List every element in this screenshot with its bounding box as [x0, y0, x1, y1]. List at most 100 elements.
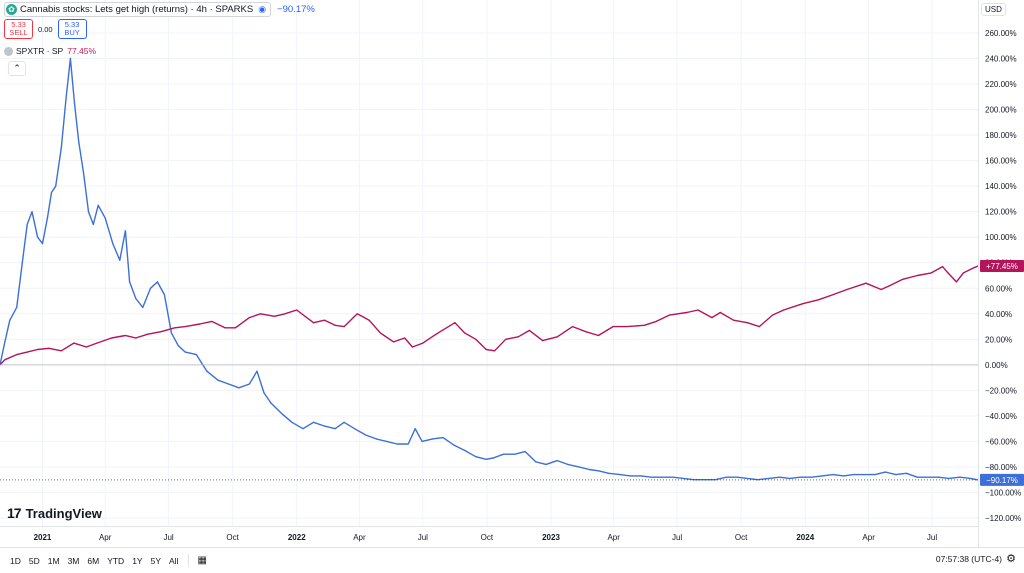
- currency-selector[interactable]: USD: [981, 3, 1006, 16]
- cannabis-data-point: [206, 370, 208, 372]
- spx-data-point: [284, 313, 286, 315]
- cannabis-series-line[interactable]: [0, 57, 979, 481]
- cannabis-data-point: [421, 440, 423, 443]
- cannabis-data-point: [365, 434, 367, 436]
- cannabis-data-point: [757, 479, 759, 481]
- cannabis-data-point: [414, 428, 416, 430]
- spx-data-point: [26, 351, 28, 353]
- spx-data-point: [73, 342, 75, 344]
- cannabis-data-point: [608, 472, 610, 474]
- y-tick-label: 40.00%: [985, 310, 1012, 319]
- cannabis-data-point: [256, 370, 258, 372]
- cannabis-data-point: [195, 354, 198, 356]
- spx-data-point: [556, 336, 558, 338]
- cannabis-data-point: [927, 476, 929, 478]
- cannabis-leaf-icon: ✿: [6, 4, 17, 15]
- spx-data-point: [973, 267, 975, 269]
- cannabis-data-point: [969, 477, 971, 480]
- sell-button[interactable]: 5.33 SELL: [4, 19, 33, 39]
- period-button-6m[interactable]: 6M: [87, 555, 100, 566]
- cannabis-data-point: [948, 477, 950, 480]
- cannabis-data-point: [149, 287, 152, 289]
- y-tick-label: 0.00%: [985, 361, 1008, 370]
- cannabis-data-point: [832, 474, 834, 476]
- legend-title-box[interactable]: ✿ Cannabis stocks: Lets get high (return…: [4, 2, 272, 17]
- x-tick-label: Jul: [163, 533, 173, 542]
- gear-icon[interactable]: ⚙: [1006, 553, 1016, 565]
- chart-plot[interactable]: [0, 0, 979, 526]
- spx-data-point: [16, 354, 18, 356]
- x-tick-label: Apr: [607, 533, 620, 542]
- cannabis-last-badge: −90.17%: [986, 476, 1018, 485]
- time-scale[interactable]: 2021 Apr Jul Oct 2022 Apr Jul Oct 2023 Apr Jul Oct 2…: [0, 526, 978, 548]
- cannabis-data-point: [503, 453, 505, 455]
- buy-price: 5.33: [64, 19, 80, 29]
- spx-data-point: [880, 288, 882, 291]
- time-scale-svg: 2021 Apr Jul Oct 2022 Apr Jul Oct 2023 Apr Jul Oct 2…: [34, 533, 938, 542]
- cannabis-data-point: [725, 476, 728, 478]
- spx-data-point: [411, 346, 413, 348]
- main-series-legend[interactable]: ✿ Cannabis stocks: Lets get high (return…: [4, 2, 315, 17]
- period-button-1d[interactable]: 1D: [10, 555, 21, 566]
- spread-value: 0.00: [38, 24, 53, 34]
- tradingview-logo[interactable]: 17 TradingView: [7, 505, 102, 521]
- period-button-all[interactable]: All: [169, 555, 179, 566]
- spx-data-point: [135, 337, 137, 339]
- cannabis-data-point: [37, 236, 39, 238]
- price-scale[interactable]: 260.00% 240.00% 220.00% 200.00% 180.00% 160.0…: [978, 0, 1024, 547]
- spx-series-line[interactable]: [0, 265, 979, 366]
- cannabis-data-point: [386, 440, 388, 443]
- spx-data-point: [585, 331, 587, 333]
- grid-layer: [0, 0, 978, 526]
- spx-data-point: [941, 265, 944, 268]
- spx-data-point: [916, 274, 918, 277]
- x-tick-label: Apr: [353, 533, 366, 542]
- x-tick-label: 2024: [796, 533, 814, 542]
- spx-data-point: [505, 338, 507, 340]
- period-button-5d[interactable]: 5D: [28, 555, 40, 566]
- chevron-up-icon[interactable]: ⌃: [8, 61, 26, 76]
- spx-data-point: [902, 278, 904, 280]
- chart-pane[interactable]: ✿ Cannabis stocks: Lets get high (return…: [0, 0, 979, 526]
- cannabis-data-point: [567, 463, 569, 465]
- cannabis-data-point: [21, 262, 23, 264]
- spx-last-badge-bg: [980, 259, 1024, 272]
- cannabis-data-point: [217, 379, 219, 381]
- cannabis-data-point: [746, 477, 749, 480]
- cannabis-data-point: [135, 297, 137, 300]
- cannabis-data-point: [343, 421, 345, 423]
- cannabis-data-point: [280, 412, 283, 414]
- cannabis-data-point: [916, 476, 918, 478]
- cannabis-data-point: [863, 474, 865, 476]
- cannabis-data-point: [227, 383, 230, 385]
- cannabis-data-point: [69, 57, 71, 60]
- y-tick-label: −120.00%: [985, 514, 1021, 523]
- spx-data-point: [475, 338, 477, 340]
- period-button-1m[interactable]: 1M: [47, 555, 60, 566]
- period-button-3m[interactable]: 3M: [67, 555, 80, 566]
- cannabis-data-point: [26, 223, 28, 226]
- legend-title: Cannabis stocks: Lets get high (returns)…: [20, 4, 254, 15]
- spx-data-point: [542, 339, 544, 342]
- period-button-5y[interactable]: 5Y: [150, 555, 161, 566]
- compare-series-legend[interactable]: SPXTR · SP 77.45%: [4, 46, 96, 56]
- cannabis-data-point: [302, 428, 304, 430]
- period-button-ytd[interactable]: YTD: [107, 555, 125, 566]
- clock-readout[interactable]: 07:57:38 (UTC-4): [935, 554, 1002, 564]
- cannabis-data-point: [884, 471, 886, 473]
- cannabis-data-point: [937, 476, 939, 478]
- spx-data-point: [324, 319, 326, 321]
- y-tick-label: 140.00%: [985, 182, 1017, 191]
- spx-data-point: [147, 333, 149, 335]
- spx-data-point: [110, 337, 113, 339]
- spx-data-point: [930, 272, 932, 274]
- cannabis-data-point: [375, 438, 377, 440]
- eye-icon[interactable]: ◉: [258, 4, 267, 14]
- period-button-1y[interactable]: 1Y: [132, 555, 143, 566]
- calendar-range-icon[interactable]: ▦: [197, 555, 207, 566]
- spx-data-point: [224, 327, 226, 329]
- toolbar-divider: [188, 554, 190, 567]
- spx-data-point: [435, 333, 437, 335]
- buy-button[interactable]: 5.33 BUY: [57, 19, 87, 39]
- cannabis-data-point: [524, 451, 526, 453]
